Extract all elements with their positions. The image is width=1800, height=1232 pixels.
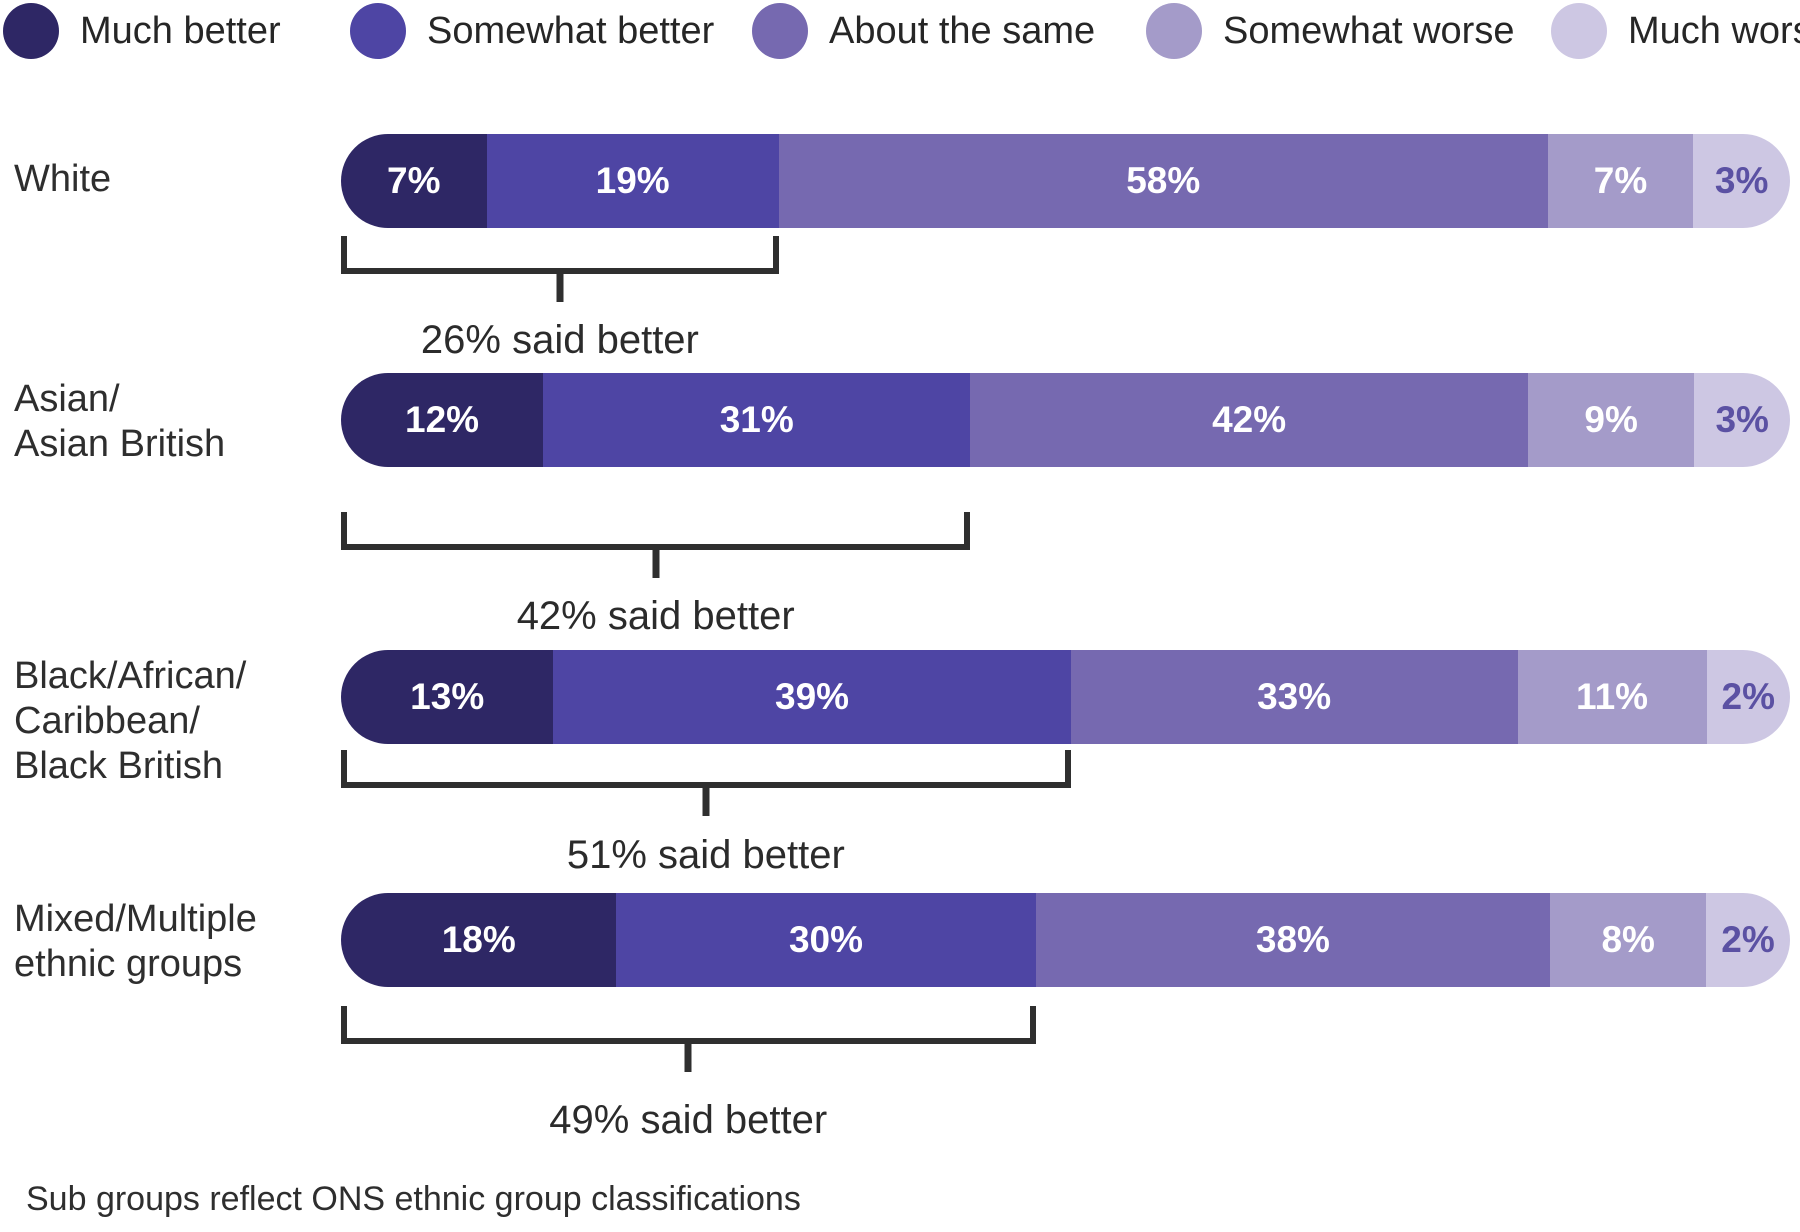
segment-value-label: 39% [775, 676, 850, 717]
bar-segment-somewhat-worse: 9% [1527, 373, 1695, 467]
legend-label: Somewhat worse [1223, 9, 1515, 52]
segment-value-label: 9% [1584, 399, 1638, 440]
row-category-label: Black/African/Caribbean/Black British [14, 654, 246, 789]
segment-value-label: 58% [1126, 160, 1201, 201]
annotation-bracket-stem [556, 268, 564, 302]
bar-segment-much-better: 18% [341, 893, 617, 987]
bar-segment-much-better: 13% [341, 650, 554, 744]
segment-value-label: 18% [441, 919, 516, 960]
row-category-line: Black British [14, 745, 224, 787]
row-category-line: White [14, 158, 112, 200]
annotation-label: 26% said better [420, 318, 699, 362]
legend-swatch-about-the-same-icon [752, 3, 808, 59]
annotation-bracket [341, 236, 779, 302]
bar-segment-much-worse: 3% [1694, 373, 1790, 467]
row-category-line: Mixed/Multiple [14, 898, 257, 940]
bar-segment-much-worse: 2% [1706, 893, 1790, 987]
annotation-bracket-stem [684, 1038, 692, 1072]
segment-value-label: 8% [1601, 919, 1655, 960]
legend-item-much-worse: Much worse [1551, 2, 1800, 60]
bar-segment-about-the-same: 42% [970, 373, 1528, 467]
bar-segment-about-the-same: 58% [778, 134, 1548, 228]
segment-value-label: 33% [1257, 676, 1332, 717]
bar-segment-somewhat-better: 30% [616, 893, 1036, 987]
segment-value-label: 3% [1715, 399, 1769, 440]
bar-segment-somewhat-better: 31% [543, 373, 971, 467]
bar-segment-somewhat-better: 39% [553, 650, 1071, 744]
annotation-label: 42% said better [516, 594, 795, 638]
legend-swatch-much-better-icon [3, 3, 59, 59]
legend-label: Somewhat better [427, 9, 715, 52]
legend-label: About the same [829, 9, 1096, 52]
segment-value-label: 7% [1593, 160, 1648, 201]
stacked-bar: 12% 31% 42% 9% 3% [341, 373, 1790, 467]
bar-segment-somewhat-worse: 7% [1547, 134, 1694, 228]
bar-segment-much-better: 12% [341, 373, 544, 467]
segment-value-label: 42% [1212, 399, 1287, 440]
bar-segment-much-worse: 3% [1693, 134, 1790, 228]
stacked-bar: 13% 39% 33% 11% 2% [341, 650, 1790, 744]
row-category-line: Asian/ [14, 378, 120, 420]
legend-label: Much worse [1628, 9, 1800, 52]
bar-segment-somewhat-worse: 8% [1550, 893, 1707, 987]
segment-value-label: 31% [719, 399, 794, 440]
annotation-bracket [341, 1006, 1036, 1072]
row-category-line: Black/African/ [14, 655, 247, 697]
segment-value-label: 12% [405, 399, 480, 440]
bar-segment-much-worse: 2% [1706, 650, 1790, 744]
row-category-label: Asian/Asian British [14, 377, 225, 467]
segment-value-label: 11% [1576, 676, 1649, 717]
legend-item-about-the-same: About the same [752, 2, 1095, 60]
legend-swatch-somewhat-worse-icon [1146, 3, 1202, 59]
row-category-label: Mixed/Multiple ethnic groups [14, 897, 257, 987]
annotation-bracket-stem [652, 544, 660, 578]
annotation-bracket-stem [702, 782, 710, 816]
row-category-line: ethnic groups [14, 943, 243, 985]
bar-segment-about-the-same: 33% [1070, 650, 1518, 744]
legend-label: Much better [80, 9, 281, 52]
segment-value-label: 38% [1255, 919, 1330, 960]
legend-swatch-somewhat-better-icon [350, 3, 406, 59]
bar-segment-somewhat-better: 19% [486, 134, 779, 228]
annotation-bracket [341, 512, 971, 578]
segment-value-label: 3% [1714, 160, 1769, 201]
annotation-label: 51% said better [566, 833, 845, 877]
row-category-label: White [14, 157, 111, 202]
legend-item-somewhat-worse: Somewhat worse [1146, 2, 1514, 60]
segment-value-label: 13% [410, 676, 485, 717]
row-category-line: Caribbean/ [14, 700, 200, 742]
legend-item-somewhat-better: Somewhat better [350, 2, 714, 60]
annotation-label: 49% said better [549, 1098, 828, 1142]
bar-segment-about-the-same: 38% [1035, 893, 1551, 987]
bar-segment-somewhat-worse: 11% [1517, 650, 1707, 744]
segment-value-label: 30% [788, 919, 863, 960]
segment-value-label: 2% [1721, 919, 1775, 960]
segment-value-label: 7% [387, 160, 441, 201]
bar-segment-much-better: 7% [341, 134, 487, 228]
segment-value-label: 2% [1721, 676, 1775, 717]
row-category-line: Asian British [14, 423, 226, 465]
annotation-bracket [341, 750, 1071, 816]
footnote: Sub groups reflect ONS ethnic group clas… [26, 1180, 801, 1218]
stacked-bar: 18% 30% 38% 8% 2% [341, 893, 1790, 987]
legend-item-much-better: Much better [3, 2, 281, 60]
stacked-bar: 7% 19% 58% 7% 3% [341, 134, 1790, 228]
segment-value-label: 19% [595, 160, 670, 201]
legend-swatch-much-worse-icon [1551, 3, 1607, 59]
